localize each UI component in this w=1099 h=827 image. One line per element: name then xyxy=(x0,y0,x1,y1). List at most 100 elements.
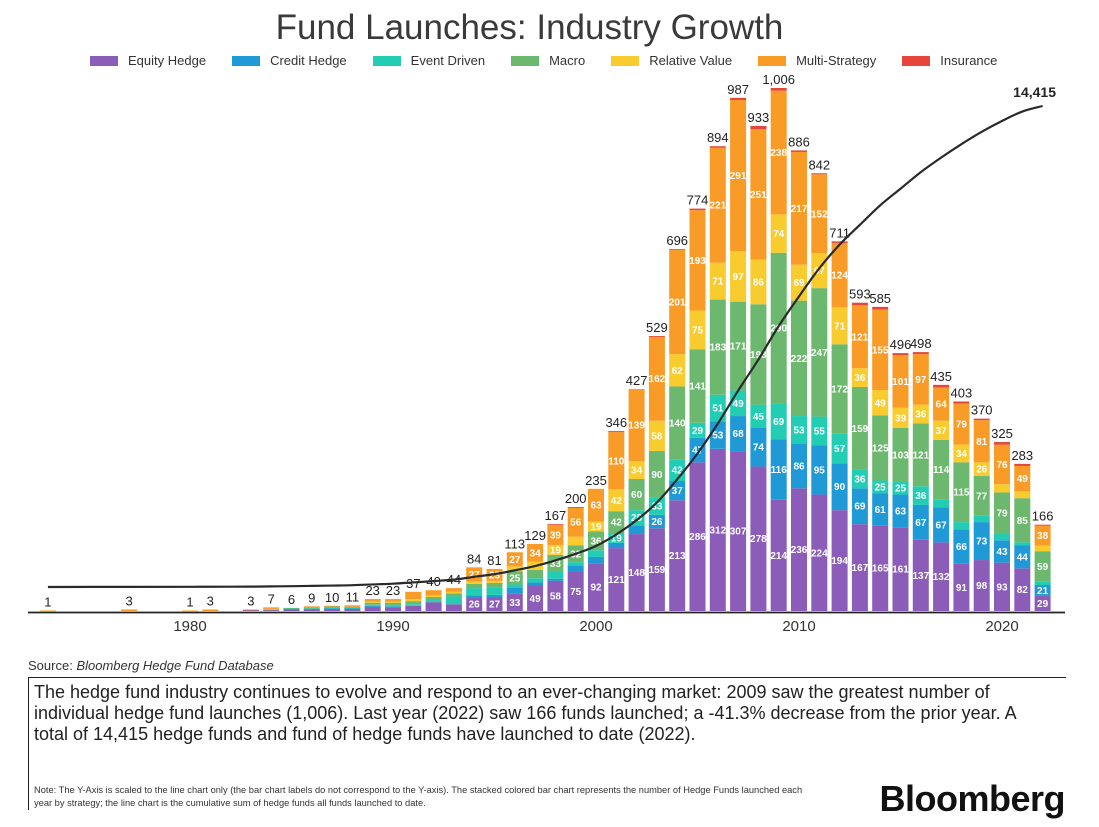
bar-segment xyxy=(385,606,401,608)
bar-segment xyxy=(608,432,625,490)
bar-segment xyxy=(872,306,889,310)
segment-label: 26 xyxy=(976,465,988,476)
segment-label: 74 xyxy=(753,443,765,454)
bar-segment xyxy=(973,418,990,421)
bar-segment xyxy=(872,415,889,481)
segment-label: 121 xyxy=(608,575,625,586)
bar-segment xyxy=(994,540,1010,563)
segment-label: 71 xyxy=(834,321,846,332)
bar-segment xyxy=(425,590,442,596)
bar-segment xyxy=(730,416,747,452)
bar-segment xyxy=(324,607,341,609)
bar-segment xyxy=(283,609,300,611)
bar-segment xyxy=(851,305,868,369)
bar-total-label: 6 xyxy=(288,592,295,607)
segment-label: 49 xyxy=(1017,474,1029,485)
bar-segment xyxy=(567,536,584,546)
segment-label: 39 xyxy=(550,530,562,541)
bar-segment xyxy=(953,401,970,404)
bar-segment xyxy=(973,420,990,463)
bar-segment xyxy=(324,605,341,607)
bar-segment xyxy=(242,609,259,611)
segment-label: 291 xyxy=(730,171,747,182)
segment-label: 67 xyxy=(814,266,826,277)
bar-segment xyxy=(1034,524,1051,526)
bar-segment xyxy=(405,604,422,606)
legend-label: Insurance xyxy=(940,53,998,68)
bar-total-label: 529 xyxy=(646,320,668,335)
segment-label: 201 xyxy=(669,297,686,308)
bar-segment xyxy=(648,450,665,498)
bar-segment xyxy=(242,609,259,611)
segment-label: 42 xyxy=(611,518,623,529)
bar-segment xyxy=(831,510,848,611)
bar-segment xyxy=(466,581,483,584)
legend-label: Macro xyxy=(549,53,586,68)
segment-label: 63 xyxy=(590,501,602,512)
segment-label: 90 xyxy=(651,470,663,481)
segment-label: 21 xyxy=(1037,586,1049,597)
bar-segment xyxy=(324,606,341,608)
bar-segment xyxy=(973,522,990,561)
bar-segment xyxy=(445,588,462,592)
bar-segment xyxy=(811,174,828,254)
segment-label: 139 xyxy=(628,421,645,432)
bar-segment xyxy=(730,99,747,252)
bar-segment xyxy=(588,550,604,557)
bar-segment xyxy=(608,533,625,543)
bar-segment xyxy=(994,484,1010,493)
segment-label: 75 xyxy=(692,326,704,337)
segment-label: 121 xyxy=(912,450,929,461)
segment-label: 77 xyxy=(976,491,988,502)
bar-segment xyxy=(628,510,645,526)
bar-segment xyxy=(973,560,990,611)
segment-label: 148 xyxy=(628,568,645,579)
segment-label: 79 xyxy=(956,420,968,431)
bar-segment xyxy=(1034,545,1051,552)
bar-segment xyxy=(730,97,747,100)
segment-label: 193 xyxy=(689,256,706,267)
bar-segment xyxy=(1014,542,1031,546)
bar-segment xyxy=(486,594,503,597)
bar-segment xyxy=(202,609,219,611)
bar-segment xyxy=(588,521,604,532)
bar-total-label: 3 xyxy=(125,593,132,608)
segment-label: 34 xyxy=(631,466,643,477)
bar-segment xyxy=(730,451,747,611)
segment-label: 33 xyxy=(550,559,562,570)
bar-segment xyxy=(405,599,422,602)
segment-label: 42 xyxy=(672,466,684,477)
bar-segment xyxy=(303,609,320,611)
segment-label: 97 xyxy=(915,375,927,386)
bar-total-label: 10 xyxy=(325,590,339,605)
bar-segment xyxy=(892,428,909,482)
bar-segment xyxy=(851,302,868,306)
segment-label: 19 xyxy=(590,522,602,533)
segment-label: 251 xyxy=(750,190,767,201)
segment-label: 222 xyxy=(791,354,808,365)
bar-segment xyxy=(1014,545,1031,569)
bar-total-label: 325 xyxy=(991,426,1013,441)
bar-segment xyxy=(994,444,1010,485)
bar-segment xyxy=(811,173,828,175)
bar-segment xyxy=(486,580,503,583)
segment-label: 162 xyxy=(649,374,666,385)
bar-segment xyxy=(405,601,422,605)
bar-segment xyxy=(811,494,828,611)
bar-segment xyxy=(791,151,807,265)
bar-total-label: 81 xyxy=(487,553,501,568)
bar-segment xyxy=(669,249,686,355)
bar-segment xyxy=(770,252,787,404)
bar-segment xyxy=(344,608,361,611)
bar-segment xyxy=(1034,585,1051,596)
segment-label: 34 xyxy=(956,449,968,460)
bar-total-label: 593 xyxy=(849,287,871,302)
bar-segment xyxy=(994,492,1010,534)
bar-segment xyxy=(648,514,665,529)
segment-label: 221 xyxy=(709,201,726,212)
segment-label: 101 xyxy=(892,377,909,388)
bar-segment xyxy=(283,607,300,609)
bar-segment xyxy=(994,562,1010,611)
source-name: Bloomberg Hedge Fund Database xyxy=(76,658,274,673)
